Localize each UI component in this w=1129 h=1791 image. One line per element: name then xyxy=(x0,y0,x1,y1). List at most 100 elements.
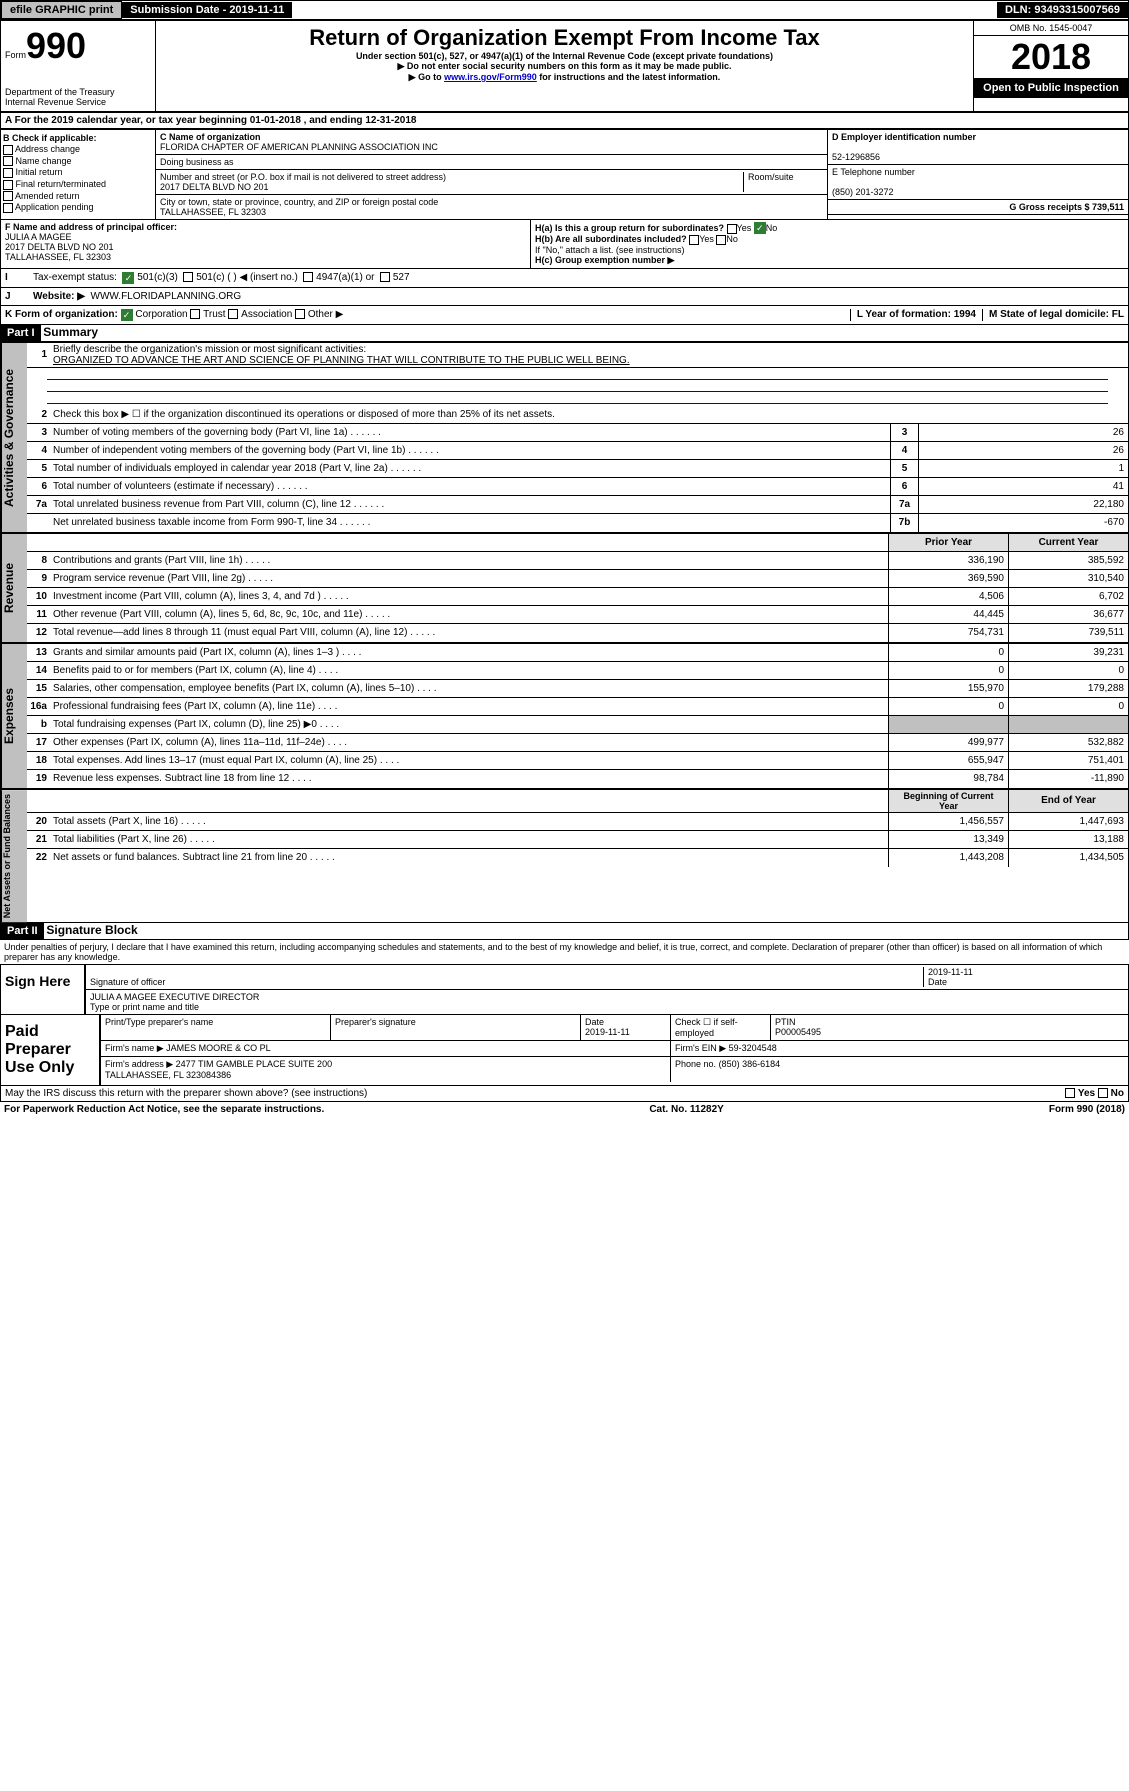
summary-line: 3Number of voting members of the governi… xyxy=(27,424,1128,442)
checkbox-item: Amended return xyxy=(3,191,153,202)
revenue-section: Revenue bPrior YearCurrent Year 8Contrib… xyxy=(0,533,1129,643)
expense-line: 15Salaries, other compensation, employee… xyxy=(27,680,1128,698)
applicable-checkbox[interactable] xyxy=(3,156,13,166)
firm-phone: (850) 386-6184 xyxy=(719,1059,781,1069)
ha-no-checkbox[interactable]: ✓ xyxy=(754,222,766,234)
part1-header-row: Part I Summary xyxy=(0,325,1129,342)
hc-label: H(c) Group exemption number ▶ xyxy=(535,255,1124,266)
topbar: efile GRAPHIC print Submission Date - 20… xyxy=(0,0,1129,20)
applicable-checkbox[interactable] xyxy=(3,168,13,178)
prep-date-label: Date xyxy=(585,1017,604,1027)
applicable-checkbox[interactable] xyxy=(3,191,13,201)
501c3-checkbox[interactable]: ✓ xyxy=(122,272,134,284)
prep-sig-label: Preparer's signature xyxy=(331,1015,581,1040)
line2: Check this box ▶ ☐ if the organization d… xyxy=(51,408,1128,421)
discuss-row: May the IRS discuss this return with the… xyxy=(0,1086,1129,1102)
governance-section: Activities & Governance 1Briefly describ… xyxy=(0,342,1129,533)
netasset-line: 22Net assets or fund balances. Subtract … xyxy=(27,849,1128,867)
summary-line: Net unrelated business taxable income fr… xyxy=(27,514,1128,532)
opt-assoc: Association xyxy=(241,309,292,321)
ha-yes-checkbox[interactable] xyxy=(727,224,737,234)
tab-expenses: Expenses xyxy=(1,644,27,788)
no-text: No xyxy=(726,234,738,244)
sig-officer-label: Signature of officer xyxy=(90,977,165,987)
discuss-yes-checkbox[interactable] xyxy=(1065,1088,1075,1098)
f-label: F Name and address of principal officer: xyxy=(5,222,526,232)
note2-pre: ▶ Go to xyxy=(409,72,444,82)
section-i: I Tax-exempt status: ✓ 501(c)(3) 501(c) … xyxy=(0,269,1129,288)
trust-checkbox[interactable] xyxy=(190,309,200,319)
501c-checkbox[interactable] xyxy=(183,272,193,282)
ptin-label: PTIN xyxy=(775,1017,796,1027)
col-begin: Beginning of Current Year xyxy=(888,790,1008,812)
form-subtitle: Under section 501(c), 527, or 4947(a)(1)… xyxy=(160,51,969,61)
j-label: Website: ▶ xyxy=(33,291,85,302)
opt-501c: 501(c) ( ) ◀ (insert no.) xyxy=(196,272,298,284)
officer-name: JULIA A MAGEE xyxy=(5,232,526,242)
opt-501c3: 501(c)(3) xyxy=(137,272,178,284)
prep-date: 2019-11-11 xyxy=(585,1027,630,1037)
sig-date: 2019-11-11 xyxy=(928,967,973,977)
checkbox-item: Application pending xyxy=(3,202,153,213)
summary-line: 6Total number of volunteers (estimate if… xyxy=(27,478,1128,496)
expenses-section: Expenses 13Grants and similar amounts pa… xyxy=(0,643,1129,789)
part2-badge: Part II xyxy=(1,923,44,939)
hb-label: H(b) Are all subordinates included? xyxy=(535,234,687,244)
assoc-checkbox[interactable] xyxy=(228,309,238,319)
l-year: L Year of formation: 1994 xyxy=(850,309,976,321)
ein: 52-1296856 xyxy=(832,152,880,162)
opt-527: 527 xyxy=(393,272,410,284)
efile-button[interactable]: efile GRAPHIC print xyxy=(1,1,122,19)
self-emp-label: Check ☐ if self-employed xyxy=(671,1015,771,1040)
expense-line: 16aProfessional fundraising fees (Part I… xyxy=(27,698,1128,716)
revenue-line: 10Investment income (Part VIII, column (… xyxy=(27,588,1128,606)
footer-mid: Cat. No. 11282Y xyxy=(649,1104,723,1115)
firm-ein-label: Firm's EIN ▶ xyxy=(675,1043,726,1053)
org-city: TALLAHASSEE, FL 32303 xyxy=(160,207,266,217)
corp-checkbox[interactable]: ✓ xyxy=(121,309,133,321)
org-address: 2017 DELTA BLVD NO 201 xyxy=(160,182,269,192)
revenue-line: 9Program service revenue (Part VIII, lin… xyxy=(27,570,1128,588)
tab-netassets: Net Assets or Fund Balances xyxy=(1,790,27,922)
section-j: J Website: ▶ WWW.FLORIDAPLANNING.ORG xyxy=(0,288,1129,306)
section-abcd: B Check if applicable: Address change Na… xyxy=(0,129,1129,220)
discuss-no-checkbox[interactable] xyxy=(1098,1088,1108,1098)
netasset-line: 21Total liabilities (Part X, line 26) . … xyxy=(27,831,1128,849)
c-name-label: C Name of organization xyxy=(160,132,261,142)
hb-no-checkbox[interactable] xyxy=(716,235,726,245)
tax-year-line: A For the 2019 calendar year, or tax yea… xyxy=(0,112,1129,129)
applicable-checkbox[interactable] xyxy=(3,203,13,213)
applicable-checkbox[interactable] xyxy=(3,145,13,155)
hb-yes-checkbox[interactable] xyxy=(689,235,699,245)
room-label: Room/suite xyxy=(743,172,823,192)
summary-line: 5Total number of individuals employed in… xyxy=(27,460,1128,478)
revenue-line: 8Contributions and grants (Part VIII, li… xyxy=(27,552,1128,570)
line1-label: Briefly describe the organization's miss… xyxy=(53,344,366,355)
firm-phone-label: Phone no. xyxy=(675,1059,716,1069)
discuss-text: May the IRS discuss this return with the… xyxy=(5,1088,367,1099)
officer-signed-name: JULIA A MAGEE EXECUTIVE DIRECTOR xyxy=(90,992,259,1002)
other-checkbox[interactable] xyxy=(295,309,305,319)
yes-text: Yes xyxy=(737,223,752,233)
opt-corp: Corporation xyxy=(135,309,187,321)
yes-text: Yes xyxy=(699,234,714,244)
checkbox-item: Initial return xyxy=(3,167,153,178)
part2-title: Signature Block xyxy=(46,923,137,937)
website-url: WWW.FLORIDAPLANNING.ORG xyxy=(91,291,242,302)
expense-line: 18Total expenses. Add lines 13–17 (must … xyxy=(27,752,1128,770)
527-checkbox[interactable] xyxy=(380,272,390,282)
sign-here-label: Sign Here xyxy=(1,965,86,1014)
blank-line xyxy=(47,394,1108,404)
footer: For Paperwork Reduction Act Notice, see … xyxy=(0,1102,1129,1117)
irs-link[interactable]: www.irs.gov/Form990 xyxy=(444,72,537,82)
signature-block: Sign Here Signature of officer 2019-11-11… xyxy=(0,964,1129,1086)
tax-year-large: 2018 xyxy=(974,36,1128,78)
dba-label: Doing business as xyxy=(160,157,234,167)
col-prior: Prior Year xyxy=(888,534,1008,551)
section-c: C Name of organizationFLORIDA CHAPTER OF… xyxy=(156,130,828,219)
checkbox-item: Address change xyxy=(3,144,153,155)
4947-checkbox[interactable] xyxy=(303,272,313,282)
prep-name-label: Print/Type preparer's name xyxy=(101,1015,331,1040)
applicable-checkbox[interactable] xyxy=(3,180,13,190)
omb-number: OMB No. 1545-0047 xyxy=(974,21,1128,36)
